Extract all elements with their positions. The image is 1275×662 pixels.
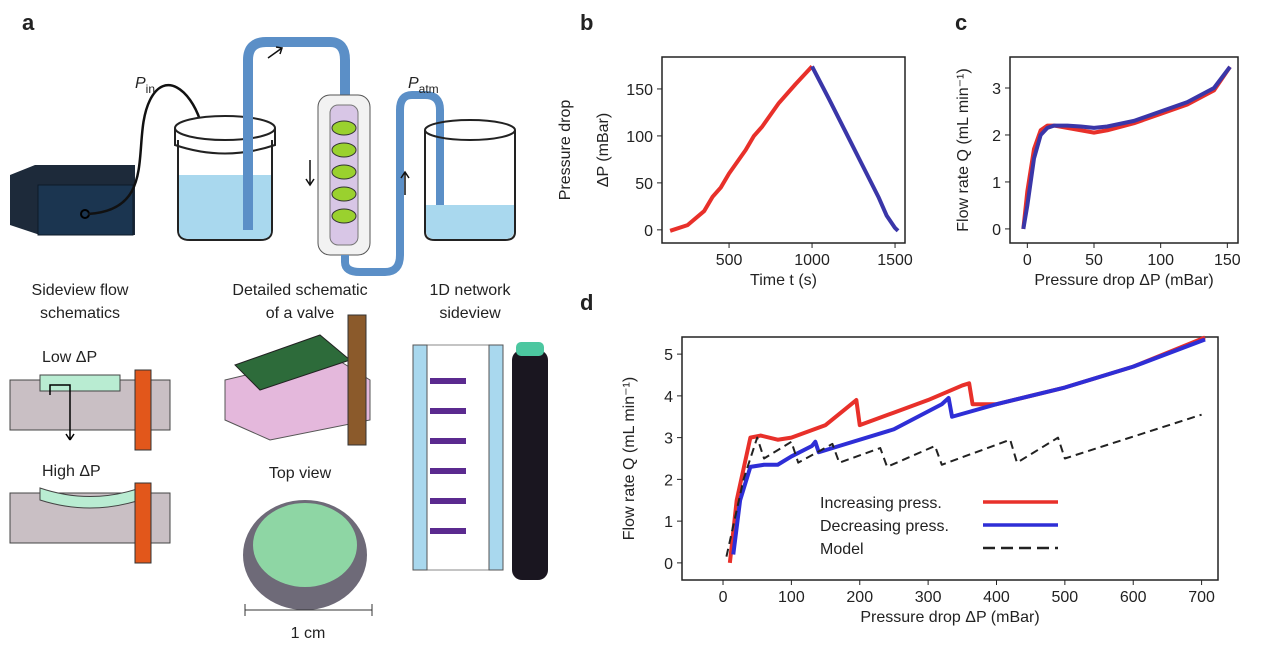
y-tick-label: 1 (992, 175, 1001, 192)
x-tick-label: 1500 (877, 252, 913, 269)
x-tick-label: 0 (719, 589, 728, 606)
label: sideview (439, 305, 501, 322)
x-tick-label: 50 (1085, 252, 1103, 269)
y-tick-label: 100 (626, 129, 653, 146)
series-line (1021, 65, 1232, 230)
series-line (669, 65, 814, 233)
p-atm-sub: atm (419, 82, 439, 96)
p-in-symbol: P (135, 75, 146, 92)
series-line (725, 413, 1202, 557)
y-tick-label: 5 (664, 347, 673, 364)
x-axis-label: Pressure drop ΔP (mBar) (1034, 272, 1213, 289)
y-tick-label: 150 (626, 82, 653, 99)
x-tick-label: 1000 (794, 252, 830, 269)
y-tick-label: 1 (664, 514, 673, 531)
y-tick-label: 0 (664, 556, 673, 573)
y-tick-label: 50 (635, 176, 653, 193)
x-tick-label: 0 (1023, 252, 1032, 269)
x-axis-label: Time t (s) (750, 272, 817, 289)
label: Top view (269, 465, 332, 482)
x-tick-label: 100 (1147, 252, 1174, 269)
plot-frame (681, 336, 1219, 581)
x-tick-label: 400 (983, 589, 1010, 606)
label: 1D network (430, 282, 512, 299)
y-tick-label: 2 (664, 472, 673, 489)
p-atm-symbol: P (408, 75, 419, 92)
y-tick-label: 0 (992, 222, 1001, 239)
label: Detailed schematic (232, 282, 367, 299)
label: Low ΔP (42, 349, 97, 366)
p-in-sub: in (146, 82, 155, 96)
label: 1 cm (291, 625, 326, 642)
legend-label: Model (820, 541, 864, 558)
label: of a valve (266, 305, 335, 322)
y-axis-label: Flow rate Q (mL min⁻¹) (955, 68, 972, 231)
panel-label: a (22, 10, 35, 35)
y-axis-label: Pressure drop (557, 100, 574, 201)
label: schematics (40, 305, 120, 322)
x-tick-label: 600 (1120, 589, 1147, 606)
x-tick-label: 150 (1214, 252, 1241, 269)
x-axis-label: Pressure drop ΔP (mBar) (860, 609, 1039, 626)
plot-frame (1009, 56, 1239, 244)
x-tick-label: 700 (1188, 589, 1215, 606)
x-tick-label: 500 (1052, 589, 1079, 606)
p-in: Pin (135, 75, 155, 96)
y-tick-label: 2 (992, 128, 1001, 145)
y-tick-label: 3 (664, 431, 673, 448)
x-tick-label: 200 (846, 589, 873, 606)
y-tick-label: 0 (644, 223, 653, 240)
label: Sideview flow (32, 282, 129, 299)
y-axis-label: Flow rate Q (mL min⁻¹) (621, 377, 638, 540)
panel-label: c (955, 10, 967, 35)
series-line (810, 65, 900, 233)
p-atm: Patm (408, 75, 439, 96)
y-tick-label: 3 (992, 81, 1001, 98)
x-tick-label: 100 (778, 589, 805, 606)
y-tick-label: 4 (664, 389, 673, 406)
x-tick-label: 300 (915, 589, 942, 606)
plot-frame (661, 56, 906, 244)
x-tick-label: 500 (716, 252, 743, 269)
legend-label: Decreasing press. (820, 518, 949, 535)
panel-label: b (580, 10, 593, 35)
y-axis-label: ΔP (mBar) (595, 113, 612, 187)
setup-drawing (9, 37, 548, 616)
label: High ΔP (42, 463, 101, 480)
panel-label: d (580, 290, 593, 315)
series-line (1021, 65, 1232, 230)
series-line (731, 337, 1206, 555)
legend-label: Increasing press. (820, 495, 942, 512)
